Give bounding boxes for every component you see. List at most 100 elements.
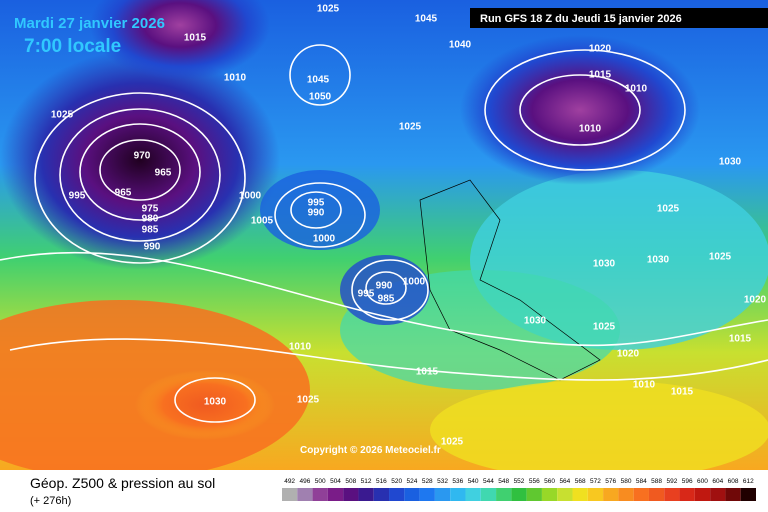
scale-label: 572 bbox=[590, 478, 601, 485]
pressure-label: 1015 bbox=[589, 70, 612, 81]
scale-swatch bbox=[648, 488, 665, 501]
scale-label: 564 bbox=[559, 478, 570, 485]
pressure-label: 1015 bbox=[671, 387, 694, 398]
scale-swatch bbox=[312, 488, 328, 501]
scale-swatch bbox=[603, 488, 619, 501]
scale-swatch bbox=[404, 488, 420, 501]
scale-swatch bbox=[496, 488, 512, 501]
scale-label: 568 bbox=[575, 478, 586, 485]
scale-swatch bbox=[679, 488, 695, 501]
pressure-label: 970 bbox=[134, 151, 151, 162]
pressure-label: 1030 bbox=[719, 157, 742, 168]
pressure-label: 1015 bbox=[729, 334, 752, 345]
scale-label: 512 bbox=[361, 478, 372, 485]
pressure-label: 995 bbox=[358, 289, 375, 300]
pressure-label: 1025 bbox=[297, 395, 320, 406]
pressure-label: 1050 bbox=[309, 92, 332, 103]
pressure-label: 1045 bbox=[307, 75, 330, 86]
pressure-label: 995 bbox=[69, 191, 86, 202]
pressure-label: 1010 bbox=[633, 380, 656, 391]
scale-label: 520 bbox=[391, 478, 402, 485]
run-info: Run GFS 18 Z du Jeudi 15 janvier 2026 bbox=[480, 13, 682, 25]
scale-label: 500 bbox=[315, 478, 326, 485]
scale-label: 552 bbox=[514, 478, 525, 485]
scale-label: 592 bbox=[666, 478, 677, 485]
scale-label: 492 bbox=[284, 478, 295, 485]
pressure-label: 1045 bbox=[415, 14, 438, 25]
scale-label: 496 bbox=[300, 478, 311, 485]
scale-label: 608 bbox=[728, 478, 739, 485]
pressure-label: 1020 bbox=[744, 295, 767, 306]
pressure-label: 1020 bbox=[589, 44, 612, 55]
pressure-label: 995 bbox=[308, 198, 325, 209]
scale-swatch bbox=[557, 488, 573, 501]
scale-swatch bbox=[450, 488, 466, 501]
scale-swatch bbox=[419, 488, 435, 501]
scale-swatch bbox=[526, 488, 542, 501]
scale-swatch bbox=[480, 488, 497, 501]
scale-label: 508 bbox=[345, 478, 356, 485]
scale-label: 580 bbox=[621, 478, 632, 485]
pressure-label: 1015 bbox=[184, 33, 207, 44]
scale-label: 596 bbox=[682, 478, 693, 485]
isobars bbox=[0, 44, 768, 423]
pressure-label: 1000 bbox=[239, 191, 262, 202]
pressure-label: 1005 bbox=[251, 216, 274, 227]
pressure-label: 1030 bbox=[593, 259, 616, 270]
scale-swatch bbox=[587, 488, 604, 501]
scale-swatch bbox=[710, 488, 726, 501]
scale-swatch bbox=[373, 488, 390, 501]
pressure-label: 1025 bbox=[51, 110, 74, 121]
scale-swatch bbox=[618, 488, 634, 501]
pressure-label: 975 bbox=[142, 204, 159, 215]
scale-label: 536 bbox=[452, 478, 463, 485]
pressure-label: 1010 bbox=[289, 342, 312, 353]
scale-swatch bbox=[633, 488, 649, 501]
scale-label: 560 bbox=[544, 478, 555, 485]
pressure-label: 1010 bbox=[224, 73, 247, 84]
run-banner bbox=[470, 8, 768, 28]
pressure-label: 1025 bbox=[317, 4, 340, 15]
scale-label: 588 bbox=[651, 478, 662, 485]
scale-label: 584 bbox=[636, 478, 647, 485]
scale-label: 548 bbox=[498, 478, 509, 485]
scale-label: 528 bbox=[422, 478, 433, 485]
scale-swatch bbox=[297, 488, 313, 501]
scale-label: 532 bbox=[437, 478, 448, 485]
scale-swatch bbox=[465, 488, 481, 501]
pressure-label: 1020 bbox=[617, 349, 640, 360]
scale-label: 600 bbox=[697, 478, 708, 485]
copyright: Copyright © 2026 Meteociel.fr bbox=[300, 445, 441, 456]
scale-swatch bbox=[389, 488, 405, 501]
scale-swatch bbox=[541, 488, 558, 501]
scale-label: 604 bbox=[712, 478, 723, 485]
scale-label: 516 bbox=[376, 478, 387, 485]
pressure-label: 1025 bbox=[399, 122, 422, 133]
pressure-label: 985 bbox=[378, 294, 395, 305]
pressure-label: 990 bbox=[144, 242, 161, 253]
pressure-label: 1040 bbox=[449, 40, 472, 51]
pressure-label: 1010 bbox=[579, 124, 602, 135]
pressure-label: 965 bbox=[115, 188, 132, 199]
pressure-label: 1025 bbox=[657, 204, 680, 215]
scale-swatch bbox=[725, 488, 741, 501]
pressure-label: 1030 bbox=[524, 316, 547, 327]
scale-swatch bbox=[434, 488, 451, 501]
pressure-label: 1015 bbox=[416, 367, 439, 378]
pressure-label: 1025 bbox=[593, 322, 616, 333]
valid-time: 7:00 locale bbox=[24, 36, 121, 57]
scale-swatch bbox=[664, 488, 680, 501]
scale-swatch bbox=[511, 488, 527, 501]
forecast-lead: (+ 276h) bbox=[30, 495, 71, 507]
pressure-label: 990 bbox=[308, 208, 325, 219]
valid-date: Mardi 27 janvier 2026 bbox=[14, 15, 165, 32]
pressure-label: 1030 bbox=[647, 255, 670, 266]
scale-swatch bbox=[282, 488, 298, 501]
pressure-label: 1025 bbox=[441, 437, 464, 448]
pressure-label: 965 bbox=[155, 168, 172, 179]
scale-label: 556 bbox=[529, 478, 540, 485]
scale-label: 524 bbox=[407, 478, 418, 485]
pressure-label: 980 bbox=[142, 214, 159, 225]
